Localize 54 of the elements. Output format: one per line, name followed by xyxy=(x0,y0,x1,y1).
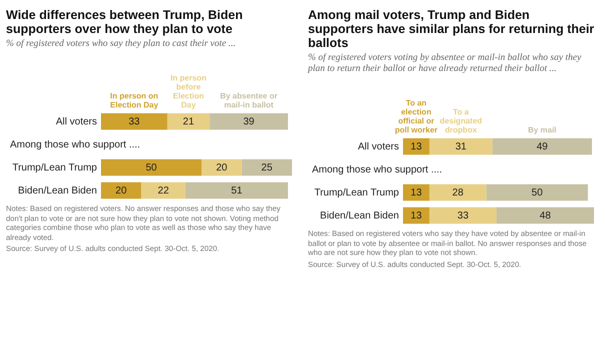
data-label: 22 xyxy=(158,185,170,196)
bar xyxy=(101,182,142,199)
series-label: In person on Election Day xyxy=(110,91,159,110)
bar xyxy=(403,184,430,201)
data-label: 50 xyxy=(146,162,158,174)
data-label: 48 xyxy=(540,210,552,222)
bar xyxy=(403,207,430,224)
bar xyxy=(429,138,492,155)
bar xyxy=(202,159,242,176)
data-label: 20 xyxy=(116,185,128,196)
y-tick-label: All voters xyxy=(56,116,97,128)
bar xyxy=(210,113,288,130)
series-label: In person before Election Day xyxy=(170,73,207,110)
series-label: By mail xyxy=(528,125,556,134)
series-label: By absentee or mail-in ballot xyxy=(220,91,278,110)
data-label: 21 xyxy=(182,116,194,128)
y-tick-label: Among those who support .... xyxy=(312,164,442,176)
bar xyxy=(101,159,202,176)
data-label: 39 xyxy=(243,116,255,128)
bar xyxy=(403,138,430,155)
data-label: 50 xyxy=(532,187,544,198)
data-label: 25 xyxy=(261,162,273,174)
data-label: 33 xyxy=(128,116,140,128)
bar xyxy=(492,138,592,155)
y-tick-label: Trump/Lean Trump xyxy=(12,162,98,174)
bar xyxy=(185,182,288,199)
series-label: To a designated dropbox xyxy=(440,107,482,134)
y-tick-label: Among those who support .... xyxy=(10,139,140,150)
data-label: 20 xyxy=(216,162,228,174)
data-label: 31 xyxy=(455,141,467,152)
chart-title: Among mail voters, Trump and Biden supporters have similar plans for returning their ballots xyxy=(308,8,596,50)
bar xyxy=(141,182,186,199)
bar xyxy=(429,184,486,201)
y-tick-label: Biden/Lean Biden xyxy=(320,210,399,222)
bar xyxy=(496,207,594,224)
series-label: To an election official or poll worker xyxy=(394,98,438,134)
bar xyxy=(242,159,292,176)
bar xyxy=(486,184,588,201)
bar xyxy=(167,113,210,130)
data-label: 13 xyxy=(410,210,422,222)
y-tick-label: Biden/Lean Biden xyxy=(18,185,97,196)
chart-subtitle: % of registered voters voting by absentee or mail-in ballot who say they plan to return their ballot or have already returned their ballot ... xyxy=(308,53,582,75)
data-label: 33 xyxy=(457,210,469,222)
data-label: 13 xyxy=(410,187,422,198)
bar xyxy=(101,113,168,130)
data-label: 28 xyxy=(452,187,464,198)
data-label: 13 xyxy=(410,141,422,152)
data-label: 49 xyxy=(536,141,548,152)
bar xyxy=(429,207,496,224)
y-tick-label: All voters xyxy=(358,141,399,152)
chart-subtitle: % of registered voters who say they plan to cast their vote ... xyxy=(6,39,237,50)
chart-title: Wide differences between Trump, Biden supporters over how they plan to vote xyxy=(6,8,244,36)
data-label: 51 xyxy=(231,185,243,196)
y-tick-label: Trump/Lean Trump xyxy=(314,187,400,198)
